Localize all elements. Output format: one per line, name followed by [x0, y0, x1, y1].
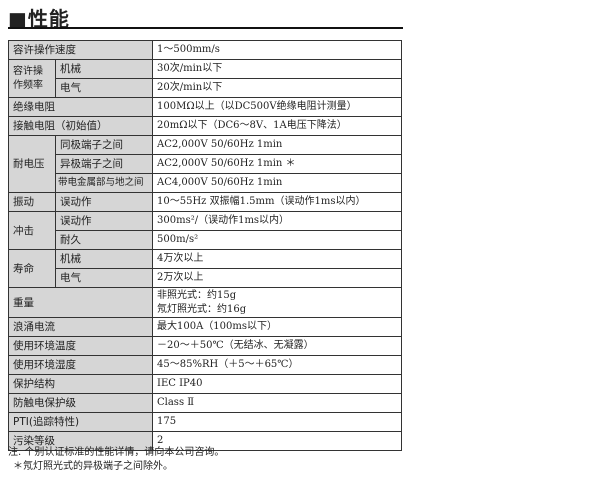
table-row: 电气 20次/min以下 [9, 78, 402, 98]
row-value: 100MΩ以上（以DC500V绝缘电阻计测量） [152, 97, 402, 117]
table-row: 绝缘电阻 100MΩ以上（以DC500V绝缘电阻计测量） [8, 97, 402, 117]
table-row: 保护结构 IEC IP40 [8, 374, 402, 394]
table-row: 污染等级 2 [8, 431, 402, 451]
sub-label: 电气 [55, 78, 153, 98]
row-value: 300ms²/（误动作1ms以内） [152, 211, 402, 231]
row-value: 30次/min以下 [152, 59, 402, 79]
row-value: 45～85%RH（＋5～＋65℃） [152, 355, 402, 375]
table-row: 接触电阻（初始值） 20mΩ以下（DC6～8V、1A电压下降法） [8, 116, 402, 136]
table-row: 浪涌电流 最大100A（100ms以下） [8, 317, 402, 337]
row-value: AC2,000V 50/60Hz 1min ＊ [152, 154, 402, 174]
row-label: 重量 [8, 287, 153, 318]
table-row: 带电金属部与地之间 AC4,000V 50/60Hz 1min [9, 173, 402, 193]
performance-table: 容许操作速度 1～500mm/s 容许操作频率 机械 30次/min以下 电气 20次/… [8, 40, 402, 451]
row-value: 175 [152, 412, 402, 432]
row-value: 10～55Hz 双振幅1.5mm（误动作1ms以内） [152, 192, 402, 212]
row-value: －20～＋50℃（无结冰、无凝露） [152, 336, 402, 356]
row-value: AC2,000V 50/60Hz 1min [152, 135, 402, 155]
row-label: 耐电压 [8, 135, 56, 193]
row-value: 最大100A（100ms以下） [152, 317, 402, 337]
row-value: 20次/min以下 [152, 78, 402, 98]
weight-line: 非照光式：约15g [157, 289, 237, 301]
sub-label: 机械 [55, 59, 153, 79]
table-row: 防触电保护级 Class Ⅱ [8, 393, 402, 413]
row-label: 绝缘电阻 [8, 97, 153, 117]
row-value: AC4,000V 50/60Hz 1min [152, 173, 402, 193]
weight-line: 氖灯照光式：约16g [157, 303, 247, 315]
row-value: 500m/s² [152, 230, 402, 250]
sub-label: 带电金属部与地之间 [55, 173, 153, 193]
row-value: 2万次以上 [152, 268, 402, 288]
sub-label: 耐久 [55, 230, 153, 250]
sub-label: 电气 [55, 268, 153, 288]
row-label: 使用环境温度 [8, 336, 153, 356]
table-row: 冲击 误动作 300ms²/（误动作1ms以内） [8, 211, 402, 250]
sub-label: 误动作 [55, 211, 153, 231]
row-value: 非照光式：约15g 氖灯照光式：约16g [152, 287, 402, 318]
footnote: ＊氖灯照光式的异极端子之间除外。 [13, 461, 173, 472]
table-row: 异极端子之间 AC2,000V 50/60Hz 1min ＊ [9, 154, 402, 174]
row-label: 接触电阻（初始值） [8, 116, 153, 136]
row-label: 容许操作频率 [8, 59, 56, 98]
table-row: PTI(追踪特性) 175 [8, 412, 402, 432]
title-rule [8, 27, 403, 29]
table-row: 使用环境温度 －20～＋50℃（无结冰、无凝露） [8, 336, 402, 356]
table-row: 重量 非照光式：约15g 氖灯照光式：约16g [8, 287, 402, 318]
table-row: 耐电压 同极端子之间 AC2,000V 50/60Hz 1min [8, 135, 402, 193]
table-row: 寿命 机械 4万次以上 [8, 249, 402, 288]
table-row: 使用环境湿度 45～85%RH（＋5～＋65℃） [8, 355, 402, 375]
row-label: 浪涌电流 [8, 317, 153, 337]
footnotes: 注. 个别认证标准的性能详情，请向本公司咨询。 ＊氖灯照光式的异极端子之间除外。 [8, 446, 224, 474]
row-value: 2 [152, 431, 402, 451]
row-label: 振动 [8, 192, 56, 212]
table-row: 耐久 500m/s² [9, 230, 402, 250]
table-row: 容许操作频率 机械 30次/min以下 [8, 59, 402, 98]
row-label: 容许操作速度 [8, 40, 153, 60]
row-label: 寿命 [8, 249, 56, 288]
sub-label: 误动作 [55, 192, 153, 212]
table-row: 容许操作速度 1～500mm/s [8, 40, 402, 60]
row-value: IEC IP40 [152, 374, 402, 394]
row-label: 保护结构 [8, 374, 153, 394]
row-value: 4万次以上 [152, 249, 402, 269]
table-row: 电气 2万次以上 [9, 268, 402, 288]
row-label: 防触电保护级 [8, 393, 153, 413]
sub-label: 异极端子之间 [55, 154, 153, 174]
row-value: 1～500mm/s [152, 40, 402, 60]
table-row: 振动 误动作 10～55Hz 双振幅1.5mm（误动作1ms以内） [8, 192, 402, 212]
row-value: Class Ⅱ [152, 393, 402, 413]
sub-label: 同极端子之间 [55, 135, 153, 155]
row-label: 冲击 [8, 211, 56, 250]
row-value: 20mΩ以下（DC6～8V、1A电压下降法） [152, 116, 402, 136]
row-label: PTI(追踪特性) [8, 412, 153, 432]
sub-label: 机械 [55, 249, 153, 269]
footnote: 注. 个别认证标准的性能详情，请向本公司咨询。 [8, 447, 225, 458]
row-label: 使用环境湿度 [8, 355, 153, 375]
